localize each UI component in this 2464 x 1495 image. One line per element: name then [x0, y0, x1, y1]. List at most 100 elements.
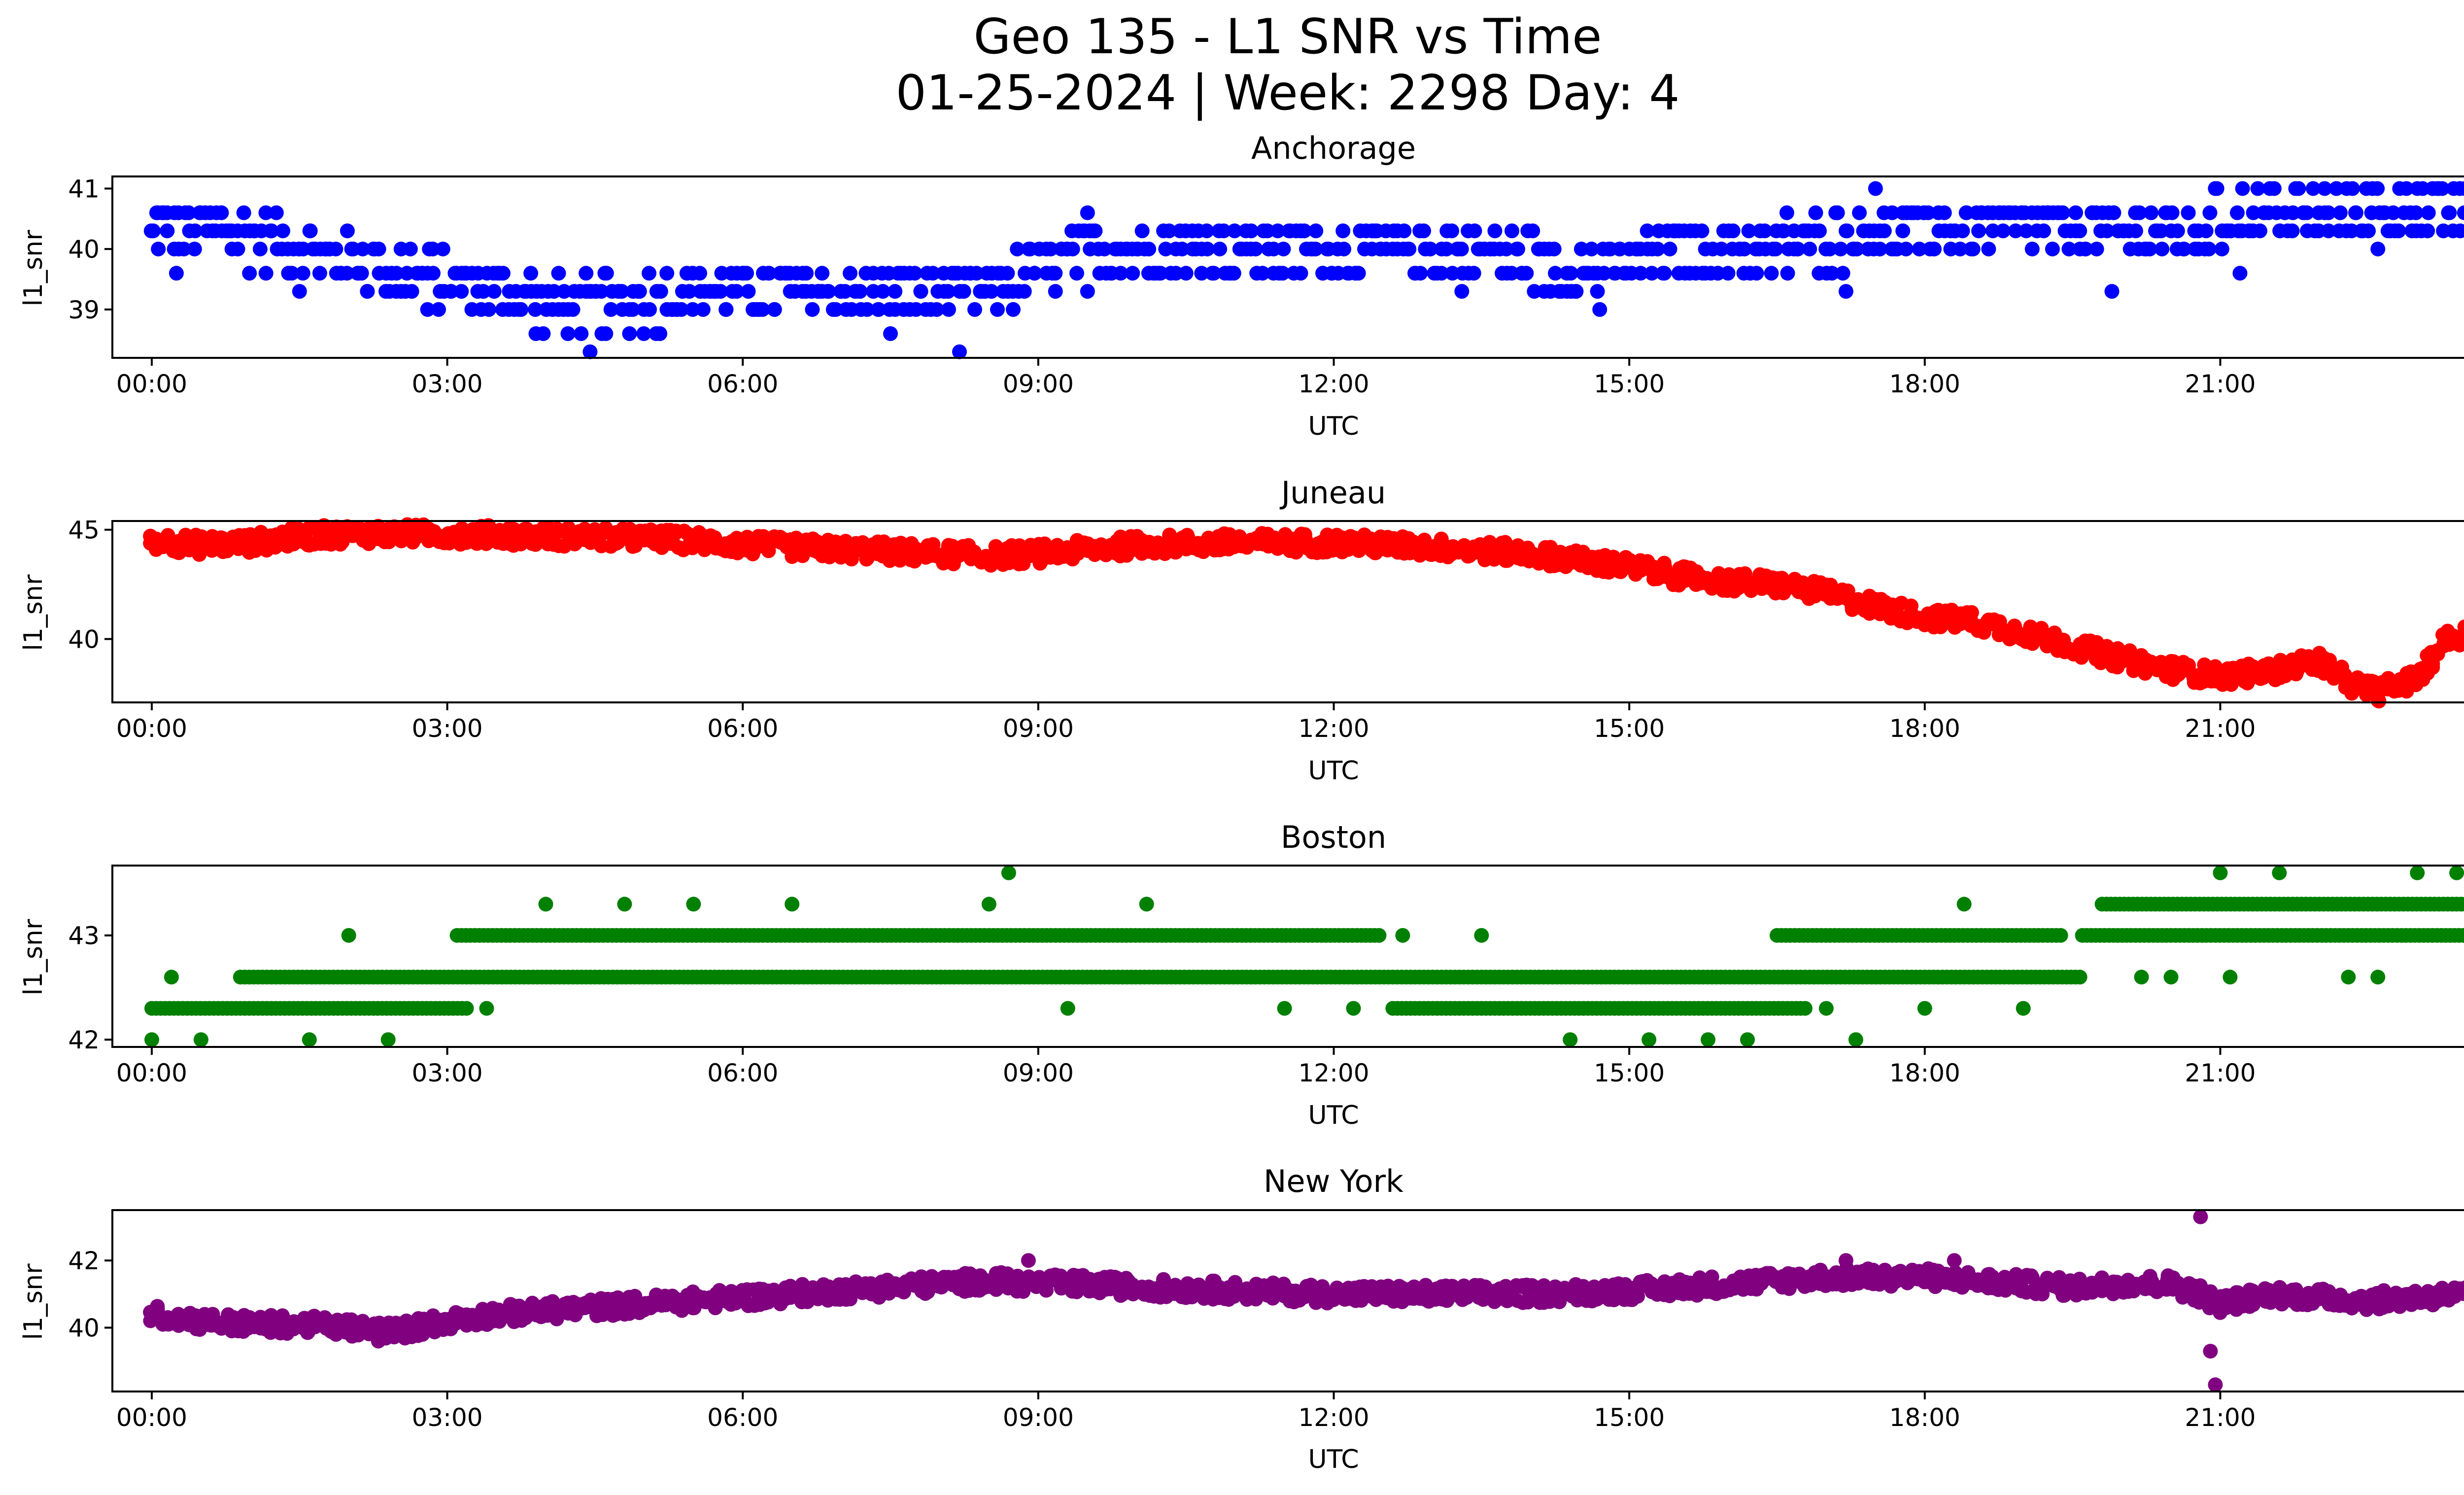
data-point [1069, 266, 1084, 281]
data-point [799, 266, 814, 281]
data-point [767, 302, 782, 317]
data-point [2332, 205, 2348, 220]
data-point [242, 266, 257, 281]
data-point [1779, 205, 1794, 220]
data-point [1737, 242, 1752, 257]
data-point [2370, 181, 2385, 196]
data-point [1021, 1253, 1036, 1268]
data-point [969, 266, 984, 281]
x-tick-label: 06:00 [707, 1403, 778, 1432]
data-point [454, 284, 469, 299]
data-point [2361, 223, 2376, 239]
data-point [1872, 242, 1887, 257]
data-point [2019, 223, 2034, 239]
data-point [354, 266, 369, 281]
data-point [2201, 242, 2217, 257]
data-point [528, 302, 543, 317]
data-point [1830, 205, 1845, 220]
data-point [2457, 205, 2464, 220]
data-point [2345, 181, 2360, 196]
data-point [1808, 205, 1823, 220]
data-point [2442, 205, 2457, 220]
data-point [1644, 266, 1659, 281]
y-tick-label: 40 [68, 235, 100, 264]
data-point [2299, 205, 2314, 220]
x-tick-label: 03:00 [412, 370, 483, 398]
data-point [1395, 928, 1410, 943]
x-tick-label: 09:00 [1003, 714, 1074, 743]
data-point [1848, 1032, 1863, 1047]
data-point [371, 519, 386, 534]
data-point [538, 897, 553, 912]
x-tick-label: 21:00 [2185, 1059, 2256, 1087]
data-point [875, 284, 890, 299]
data-point [1868, 181, 1883, 196]
data-point [2008, 223, 2023, 239]
data-point [328, 242, 343, 257]
data-point [713, 284, 728, 299]
data-point [1000, 266, 1015, 281]
data-point [2329, 181, 2344, 196]
data-point [1466, 266, 1481, 281]
data-point [1308, 242, 1323, 257]
y-tick-label: 42 [68, 1026, 100, 1054]
data-point [1802, 242, 1817, 257]
data-point [1740, 1032, 1755, 1047]
data-point [1178, 266, 1194, 281]
data-point [1768, 242, 1783, 257]
data-point [1255, 266, 1270, 281]
data-point [597, 266, 613, 281]
data-point [1887, 242, 1902, 257]
panel-title: Anchorage [1251, 130, 1416, 166]
data-point [160, 223, 175, 239]
data-point [1780, 266, 1795, 281]
data-point [1080, 205, 1095, 220]
data-point [594, 284, 609, 299]
x-tick-label: 18:00 [1889, 1403, 1960, 1432]
scatter-points [143, 517, 2464, 709]
data-point [1985, 223, 2000, 239]
data-point [1833, 242, 1848, 257]
panel-title: Juneau [1279, 475, 1386, 511]
data-point [275, 223, 290, 239]
data-point [1947, 1253, 1962, 1268]
data-point [925, 266, 940, 281]
data-point [2305, 181, 2321, 196]
data-point [1956, 897, 1972, 912]
data-point [739, 266, 754, 281]
data-point [1174, 242, 1190, 257]
data-point [1297, 527, 1312, 542]
data-point [2266, 181, 2282, 196]
data-point [719, 302, 734, 317]
x-tick-label: 03:00 [412, 1403, 483, 1432]
data-point [344, 242, 359, 257]
data-point [1125, 266, 1140, 281]
data-point [1757, 223, 1772, 239]
data-point [2252, 223, 2267, 239]
data-point [360, 284, 375, 299]
data-point [551, 266, 566, 281]
data-point [2341, 970, 2356, 985]
data-point [1640, 223, 1655, 239]
data-point [1505, 223, 1519, 239]
x-tick-label: 21:00 [2185, 370, 2256, 398]
data-point [2170, 223, 2185, 239]
data-point [389, 266, 404, 281]
data-point [2164, 205, 2180, 220]
data-point [1504, 266, 1519, 281]
data-point [785, 897, 800, 912]
y-tick-label: 40 [68, 625, 100, 654]
data-point [2078, 242, 2093, 257]
data-point [176, 242, 192, 257]
data-point [1995, 223, 2011, 239]
new-york-panel: New York l1_snr UTC 00:00 03:00 06:00 09:00… [19, 1163, 2464, 1474]
data-point [1006, 302, 1021, 317]
axis-ticks: 00:00 03:00 06:00 09:00 12:00 15:00 18:00 21:00… [68, 175, 2256, 398]
data-point [1043, 242, 1059, 257]
data-point [828, 302, 843, 317]
x-tick-label: 12:00 [1298, 1403, 1369, 1432]
data-point [404, 284, 419, 299]
data-point [2132, 205, 2147, 220]
data-point [1917, 1001, 1932, 1016]
data-point [2176, 242, 2191, 257]
